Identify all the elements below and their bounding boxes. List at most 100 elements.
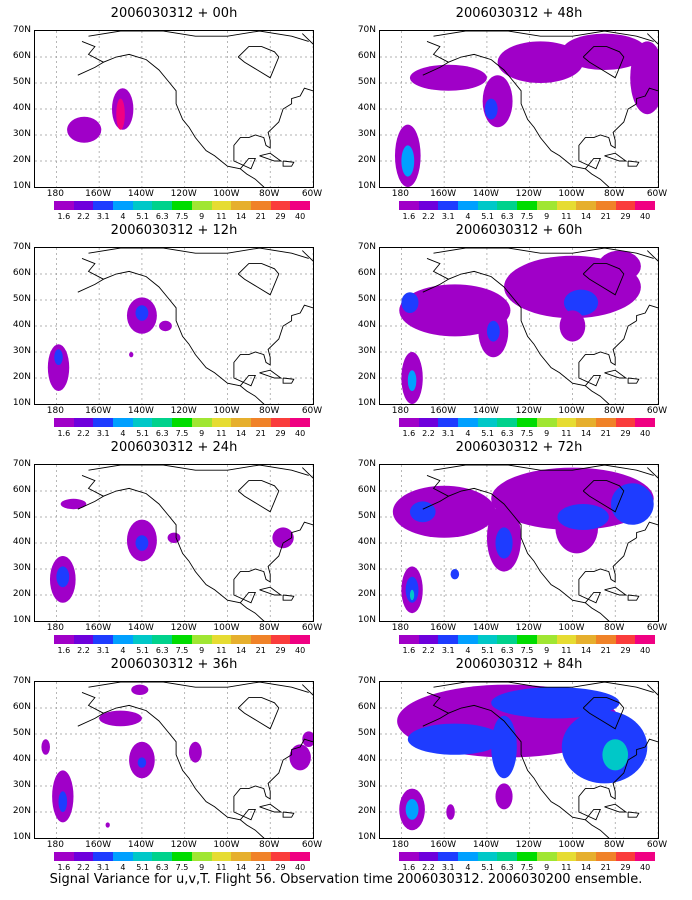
coastline — [578, 304, 658, 387]
colorbar-swatch — [399, 635, 419, 644]
variance-region — [409, 589, 415, 601]
variance-region — [137, 757, 147, 768]
map-svg — [35, 465, 313, 621]
colorbar-swatch — [93, 635, 114, 644]
lon-label: 80W — [259, 840, 280, 850]
colorbar-label: 6.3 — [155, 212, 169, 221]
colorbar-label: 21 — [255, 429, 266, 438]
colorbar-label: 7.5 — [175, 429, 189, 438]
colorbar-label: 11 — [561, 429, 572, 438]
variance-region — [610, 483, 654, 525]
lat-label: 70N — [12, 459, 31, 469]
lon-label: 160W — [430, 189, 457, 199]
colorbar-swatch — [250, 852, 271, 861]
variance-region — [630, 41, 658, 115]
coastline — [604, 369, 628, 379]
variance-region — [272, 527, 294, 549]
lat-label: 30N — [12, 129, 31, 139]
variance-region — [405, 576, 419, 603]
lon-label: 60W — [646, 189, 668, 199]
lat-label: 60N — [357, 485, 376, 495]
colorbar-swatch — [615, 418, 636, 427]
lon-label: 140W — [127, 840, 154, 850]
lon-label: 160W — [430, 623, 457, 633]
colorbar-swatch — [191, 635, 212, 644]
colorbar — [399, 852, 655, 861]
lat-label: 10N — [12, 832, 31, 842]
coastline — [422, 61, 449, 76]
lat-label: 50N — [12, 294, 31, 304]
variance-region — [559, 310, 586, 342]
colorbar-swatch — [576, 635, 596, 644]
variance-region — [105, 822, 110, 828]
coastline — [604, 586, 628, 596]
coastline — [282, 160, 295, 167]
colorbar-label: 1.6 — [402, 863, 416, 872]
variance-region — [491, 687, 620, 719]
lat-label: 10N — [357, 832, 376, 842]
coastline — [81, 40, 279, 187]
lat-label: 50N — [357, 77, 376, 87]
colorbar-swatch — [556, 635, 577, 644]
panel-title: 2006030312 + 36h — [110, 657, 238, 672]
colorbar-label: 5.1 — [481, 863, 494, 872]
lon-label: 180 — [46, 406, 64, 416]
lat-label: 40N — [357, 537, 376, 547]
panel-title: 2006030312 + 48h — [455, 6, 583, 21]
colorbar-label: 3.1 — [96, 429, 110, 438]
colorbar-swatch — [113, 852, 133, 861]
lon-label: 180 — [391, 406, 409, 416]
lon-label: 180 — [46, 189, 64, 199]
colorbar-swatch — [536, 201, 557, 210]
colorbar-swatch — [73, 635, 94, 644]
lat-label: 70N — [357, 676, 376, 686]
lon-label: 140W — [472, 840, 499, 850]
colorbar-swatch — [438, 852, 459, 861]
colorbar-label: 7.5 — [175, 863, 189, 872]
colorbar-label: 5.1 — [481, 429, 494, 438]
variance-region — [129, 352, 134, 358]
colorbar-label: 2.2 — [77, 646, 90, 655]
colorbar-label: 4 — [120, 646, 126, 655]
lat-label: 20N — [357, 589, 376, 599]
lon-label: 140W — [127, 189, 154, 199]
coastline — [433, 248, 654, 259]
colorbar-label: 14 — [580, 212, 592, 221]
colorbar-label: 1.6 — [402, 429, 416, 438]
colorbar-label: 11 — [561, 863, 572, 872]
coastline — [422, 278, 449, 293]
lat-label: 40N — [12, 754, 31, 764]
colorbar — [399, 418, 655, 427]
colorbar-label: 21 — [600, 646, 611, 655]
lat-label: 10N — [357, 398, 376, 408]
coastline — [77, 712, 104, 727]
lon-label: 80W — [604, 189, 625, 199]
coastline — [433, 31, 654, 42]
map-panel — [379, 30, 659, 188]
colorbar-swatch — [93, 201, 114, 210]
colorbar — [54, 852, 310, 861]
lat-label: 10N — [12, 181, 31, 191]
lat-label: 10N — [357, 615, 376, 625]
colorbar-label: 1.6 — [402, 646, 416, 655]
colorbar-swatch — [635, 201, 655, 210]
colorbar-swatch — [132, 852, 153, 861]
lon-label: 100W — [213, 189, 240, 199]
coastline — [233, 521, 313, 604]
lat-label: 70N — [357, 242, 376, 252]
colorbar-label: 6.3 — [500, 212, 514, 221]
lat-label: 60N — [357, 702, 376, 712]
lat-label: 40N — [12, 320, 31, 330]
colorbar-swatch — [556, 201, 577, 210]
colorbar-label: 7.5 — [175, 212, 189, 221]
colorbar-label: 2.2 — [422, 429, 435, 438]
lon-label: 160W — [85, 406, 112, 416]
lat-label: 10N — [357, 181, 376, 191]
lat-label: 40N — [12, 103, 31, 113]
colorbar-swatch — [497, 852, 518, 861]
colorbar-swatch — [132, 201, 153, 210]
variance-region — [602, 739, 629, 771]
coastline — [88, 465, 309, 476]
coastline — [646, 467, 658, 479]
colorbar-swatch — [418, 418, 439, 427]
